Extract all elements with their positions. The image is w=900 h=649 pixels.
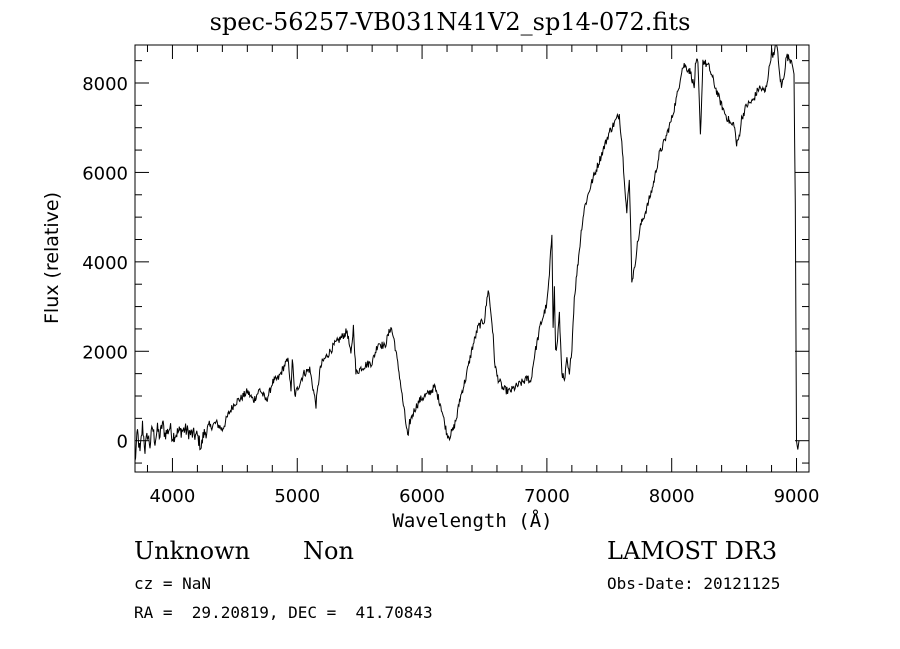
- x-tick-label: 8000: [649, 486, 695, 507]
- x-tick-label: 7000: [524, 486, 570, 507]
- ticks: [135, 45, 809, 472]
- cz-label: cz = NaN: [134, 574, 212, 593]
- x-tick-label: 9000: [774, 486, 820, 507]
- object-name: Unknown: [134, 537, 251, 565]
- x-tick-label: 5000: [274, 486, 320, 507]
- spectrum-line: [134, 44, 800, 461]
- x-tick-label: 6000: [399, 486, 445, 507]
- y-axis-label: Flux (relative): [41, 191, 63, 325]
- chart-title: spec-56257-VB031N41V2_sp14-072.fits: [209, 8, 691, 36]
- y-tick-label: 6000: [82, 163, 128, 184]
- coords-label: RA = 29.20819, DEC = 41.70843: [134, 603, 433, 622]
- axes: [134, 44, 810, 473]
- tick-labels: 4000 5000 6000 7000 8000 9000 0 2000 4000 6000 800…: [82, 74, 819, 507]
- survey-label: LAMOST DR3: [607, 537, 778, 565]
- x-tick-label: 4000: [150, 486, 196, 507]
- x-axis-label: Wavelength (Å): [392, 510, 553, 532]
- y-tick-label: 2000: [82, 342, 128, 363]
- y-tick-label: 0: [117, 432, 128, 453]
- y-tick-label: 4000: [82, 253, 128, 274]
- obs-date-label: Obs-Date: 20121125: [607, 574, 781, 593]
- y-tick-label: 8000: [82, 74, 128, 95]
- object-type: Non: [303, 537, 354, 565]
- plot-frame: [134, 44, 810, 473]
